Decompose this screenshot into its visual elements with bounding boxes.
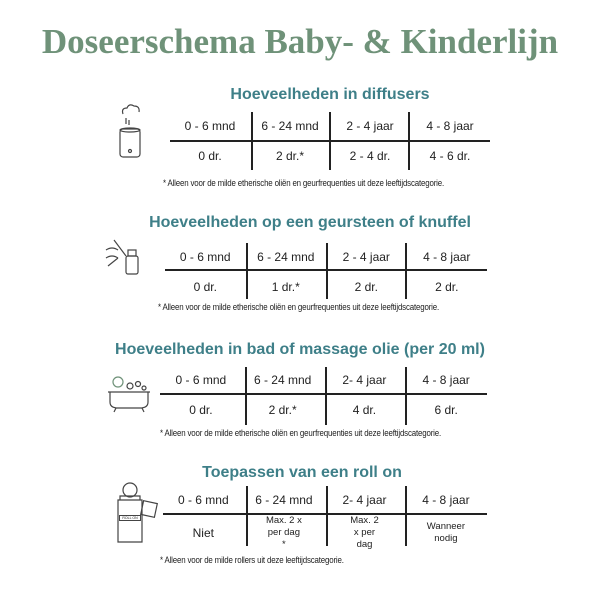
roll-on-bottle-icon: ROLL ON <box>116 482 161 544</box>
header-cell: 4 - 8 jaar <box>426 119 474 133</box>
value-cell: 0 dr. <box>193 280 217 294</box>
divider <box>246 486 248 546</box>
header-cell: 0 - 6 mnd <box>184 119 236 133</box>
header-cell: 2 - 4 jaar <box>346 119 394 133</box>
header-cell: 4 - 8 jaar <box>423 250 471 264</box>
divider <box>245 367 247 425</box>
header-cell: 6 - 24 mnd <box>261 119 319 133</box>
value-cell: 0 dr. <box>189 403 213 417</box>
divider <box>405 367 407 425</box>
section-heading: Hoeveelheden in bad of massage olie (per… <box>115 341 485 358</box>
footnote: * Alleen voor de milde etherische oliën … <box>160 428 441 438</box>
header-cell: 6 - 24 mnd <box>257 250 315 264</box>
divider <box>251 112 253 170</box>
value-cell: 6 dr. <box>434 403 458 417</box>
value-cell: 2 - 4 dr. <box>349 149 391 163</box>
header-cell: 2 - 4 jaar <box>342 250 390 264</box>
header-cell: 4 - 8 jaar <box>422 493 470 507</box>
dosage-table: 0 - 6 mnd 6 - 24 mnd 2 - 4 jaar 4 - 8 ja… <box>165 242 487 302</box>
divider <box>329 112 331 170</box>
header-cell: 0 - 6 mnd <box>179 250 231 264</box>
bathtub-icon <box>108 376 150 413</box>
divider <box>163 513 487 515</box>
section-heading: Hoeveelheden in diffusers <box>230 86 430 103</box>
header-cell: 6 - 24 mnd <box>253 373 312 387</box>
value-cell: Max. 2 x per dag * <box>265 515 302 550</box>
value-cell: 4 - 6 dr. <box>429 149 471 163</box>
footnote: * Alleen voor de milde etherische oliën … <box>158 302 439 312</box>
divider <box>408 112 410 170</box>
value-cell: 2 dr. <box>435 280 459 294</box>
header-cell: 6 - 24 mnd <box>255 493 313 507</box>
divider <box>405 486 407 546</box>
divider <box>325 367 327 425</box>
footnote: * Alleen voor de milde etherische oliën … <box>163 178 444 188</box>
section-heading: Toepassen van een roll on <box>202 464 402 481</box>
value-cell: Max. 2 x per dag <box>350 515 379 550</box>
dosage-table: 0 - 6 mnd 6 - 24 mnd 2- 4 jaar 4 - 8 jaa… <box>163 485 487 550</box>
divider <box>246 243 248 299</box>
divider <box>160 393 487 395</box>
dosage-table: 0 - 6 mnd 6 - 24 mnd 2- 4 jaar 4 - 8 jaa… <box>160 365 487 425</box>
value-cell: Wanneer nodig <box>426 521 465 544</box>
value-cell: 1 dr.* <box>271 280 300 294</box>
header-cell: 0 - 6 mnd <box>177 493 229 507</box>
diffuser-icon <box>119 104 141 158</box>
roll-on-label: ROLL ON <box>119 515 141 521</box>
dropper-bottle-icon <box>105 239 139 275</box>
value-cell: 4 dr. <box>352 403 377 417</box>
value-cell: 0 dr. <box>198 149 222 163</box>
header-cell: 2- 4 jaar <box>342 493 387 507</box>
page-title: Doseerschema Baby- & Kinderlijn <box>41 22 559 61</box>
value-cell: Niet <box>192 526 214 540</box>
header-cell: 2- 4 jaar <box>342 373 387 387</box>
footnote: * Alleen voor de milde rollers uit deze … <box>160 555 344 565</box>
header-cell: 4 - 8 jaar <box>422 373 470 387</box>
value-cell: 2 dr.* <box>275 149 305 163</box>
value-cell: 2 dr. <box>354 280 378 294</box>
dosage-table: 0 - 6 mnd 6 - 24 mnd 2 - 4 jaar 4 - 8 ja… <box>170 111 490 171</box>
value-cell: 2 dr.* <box>268 403 297 417</box>
header-cell: 0 - 6 mnd <box>175 373 227 387</box>
divider <box>405 243 407 299</box>
divider <box>326 243 328 299</box>
divider <box>326 486 328 546</box>
section-heading: Hoeveelheden op een geursteen of knuffel <box>149 214 471 231</box>
